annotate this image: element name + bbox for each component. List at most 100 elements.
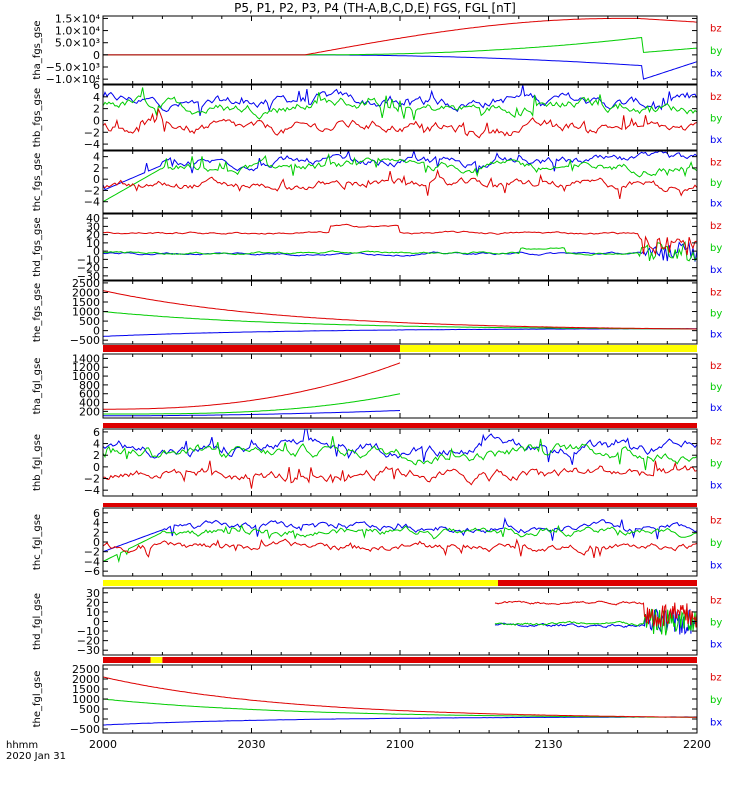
panel-frame-thc_fgl_gse [102,507,698,577]
y-tick-label: −10 [77,625,100,638]
y-tick-label: 1000 [72,693,100,706]
y-tick-label: 400 [79,397,100,410]
panel-frame-tha_fgl_gse [102,353,698,419]
series-line-bx-thc_fgl_gse [102,516,698,553]
panel-frame-thd_fgs_gse [102,213,698,281]
series-line-bz-the_fgl_gse [102,676,698,718]
legend-bz-tha_fgl_gse: bz [710,361,722,372]
y-tick-label: 4 [93,91,100,104]
legend-bz-thd_fgl_gse: bz [710,595,722,606]
y-tick-label: 6 [93,507,100,520]
chart-title: P5, P1, P2, P3, P4 (TH-A,B,C,D,E) FGS, F… [234,1,516,15]
series-line-bx-thb_fgs_gse [102,84,698,117]
legend-bx-thd_fgs_gse: bx [710,265,722,276]
y-tick-label: 20 [86,229,100,242]
y-tick-label: 30 [86,587,100,600]
panel-frame-the_fgl_gse [102,664,698,734]
y-tick-label: 600 [79,388,100,401]
y-tick-label: 6 [93,426,100,439]
x-axis-label-date: 2020 Jan 31 [6,751,66,762]
legend-by-thc_fgs_gse: by [710,178,722,189]
panel-ylabel-tha_fgl_gse: tha_fgl_gse [32,358,43,415]
y-tick-label: 1400 [72,352,100,365]
y-tick-label: 1.5×10⁴ [55,12,101,25]
series-line-bx-the_fgs_gse [102,328,697,337]
legend-bx-thb_fgs_gse: bx [710,135,722,146]
series-line-by-thb_fgl_gse [102,436,698,471]
legend-by-tha_fgs_gse: by [710,46,722,57]
panel-ylabel-thb_fgs_gse: thb_fgs_gse [32,88,43,147]
legend-by-thd_fgs_gse: by [710,243,722,254]
y-tick-label: −6 [84,565,100,578]
series-line-by-the_fgl_gse [102,698,697,718]
y-tick-label: −500 [70,334,100,347]
y-tick-label: 0 [93,713,100,726]
legend-bx-the_fgl_gse: bx [710,717,722,728]
x-tick-label-2200: 2200 [683,738,711,751]
status-bar-4-seg-2 [162,657,697,663]
series-line-bz-tha_fgs_gse [103,17,698,56]
panel-frame-thb_fgl_gse [102,428,698,497]
legend-by-tha_fgl_gse: by [710,382,722,393]
legend-bz-thb_fgl_gse: bz [710,436,722,447]
legend-bz-thc_fgl_gse: bz [710,516,722,527]
panel-ylabel-thb_fgl_gse: thb_fgl_gse [32,434,43,491]
legend-bx-thd_fgl_gse: bx [710,640,722,651]
legend-by-thc_fgl_gse: by [710,538,722,549]
series-line-by-tha_fgs_gse [103,36,698,56]
legend-bx-thc_fgl_gse: bx [710,560,722,571]
series-line-bx-the_fgl_gse [103,716,698,726]
legend-bz-the_fgl_gse: bz [710,673,722,684]
x-tick-label-2130: 2130 [535,738,563,751]
y-tick-label: 2000 [72,673,100,686]
y-tick-label: 0 [93,49,100,62]
y-tick-label: 40 [86,212,100,225]
series-line-bz-thb_fgs_gse [102,107,698,139]
y-tick-label: −4 [84,138,100,151]
series-line-bz-thc_fgs_gse [102,168,698,199]
y-tick-label: 800 [79,379,100,392]
y-tick-label: 2 [93,526,100,539]
y-tick-label: 10 [86,606,100,619]
x-tick-label-2000: 2000 [89,738,117,751]
panel-frame-tha_fgs_gse [102,15,698,85]
y-tick-label: −5.0×10³ [46,61,100,74]
y-tick-label: −2 [84,473,100,486]
y-tick-label: 0 [93,325,100,338]
legend-bx-thc_fgs_gse: bx [710,199,722,210]
y-tick-label: −500 [70,723,100,736]
y-tick-label: 2 [93,103,100,116]
panel-ylabel-thc_fgs_gse: thc_fgs_gse [32,153,43,212]
y-tick-label: 500 [79,315,100,328]
y-tick-label: 0 [93,461,100,474]
status-bar-3-seg-0 [103,580,498,586]
y-tick-label: 2500 [72,663,100,676]
y-tick-label: 4 [93,151,100,164]
series-line-by-thb_fgs_gse [102,87,698,121]
y-tick-label: −20 [77,262,100,275]
y-tick-label: 20 [86,596,100,609]
y-tick-label: 1000 [72,370,100,383]
legend-bx-thb_fgl_gse: bx [710,481,722,492]
legend-bz-the_fgs_gse: bz [710,288,722,299]
y-tick-label: −2 [84,184,100,197]
y-tick-label: 0 [93,114,100,127]
y-tick-label: 200 [79,405,100,418]
y-tick-label: 1000 [72,306,100,319]
panel-frame-thb_fgs_gse [102,84,698,151]
y-tick-label: 1.0×10⁴ [55,25,101,38]
legend-by-thd_fgl_gse: by [710,618,722,629]
legend-bz-thd_fgs_gse: bz [710,221,722,232]
series-line-bz-thd_fgl_gse [494,600,698,628]
series-line-by-thd_fgs_gse [102,240,698,262]
y-tick-label: 2 [93,162,100,175]
panel-ylabel-thd_fgs_gse: thd_fgs_gse [32,217,43,276]
y-tick-label: 2500 [72,277,100,290]
panel-frame-thd_fgl_gse [102,587,698,656]
series-line-bz-tha_fgl_gse [103,362,401,410]
series-line-bx-tha_fgs_gse [103,54,698,80]
y-tick-label: 2000 [72,286,100,299]
y-tick-label: 1500 [72,296,100,309]
